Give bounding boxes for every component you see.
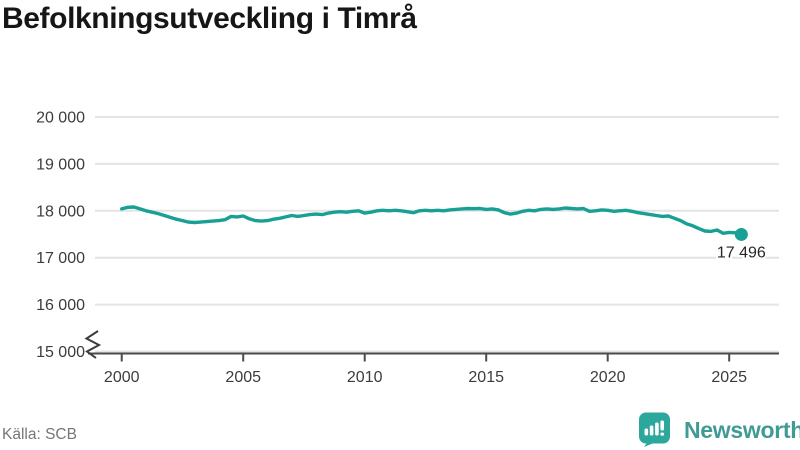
y-tick-label: 20 000 bbox=[36, 110, 85, 127]
y-tick-label: 17 000 bbox=[36, 250, 85, 267]
source-note: Källa: SCB bbox=[2, 426, 77, 443]
axis-break-icon bbox=[84, 330, 102, 359]
end-value-label: 17 496 bbox=[717, 244, 766, 261]
bar-chart-glyph bbox=[644, 420, 664, 436]
x-tick-label: 2010 bbox=[347, 369, 383, 386]
newsworthy-logo: Newsworthy bbox=[638, 412, 800, 447]
y-tick-label: 15 000 bbox=[36, 344, 85, 361]
x-tick-label: 2025 bbox=[711, 369, 747, 386]
y-tick-label: 18 000 bbox=[36, 203, 85, 220]
x-tick-label: 2000 bbox=[104, 369, 140, 386]
y-tick-label: 16 000 bbox=[36, 297, 85, 314]
y-tick-label: 19 000 bbox=[36, 156, 85, 173]
population-series-line bbox=[119, 205, 743, 237]
newsworthy-bar-chart-bubble-icon bbox=[639, 412, 670, 447]
end-point-dot bbox=[734, 227, 748, 241]
chart-title: Befolkningsutveckling i Timrå bbox=[2, 2, 417, 35]
x-tick-label: 2020 bbox=[590, 369, 626, 386]
x-tick-label: 2015 bbox=[468, 369, 504, 386]
newsworthy-wordmark: Newsworthy bbox=[684, 416, 800, 443]
x-tick-label: 2005 bbox=[225, 369, 261, 386]
